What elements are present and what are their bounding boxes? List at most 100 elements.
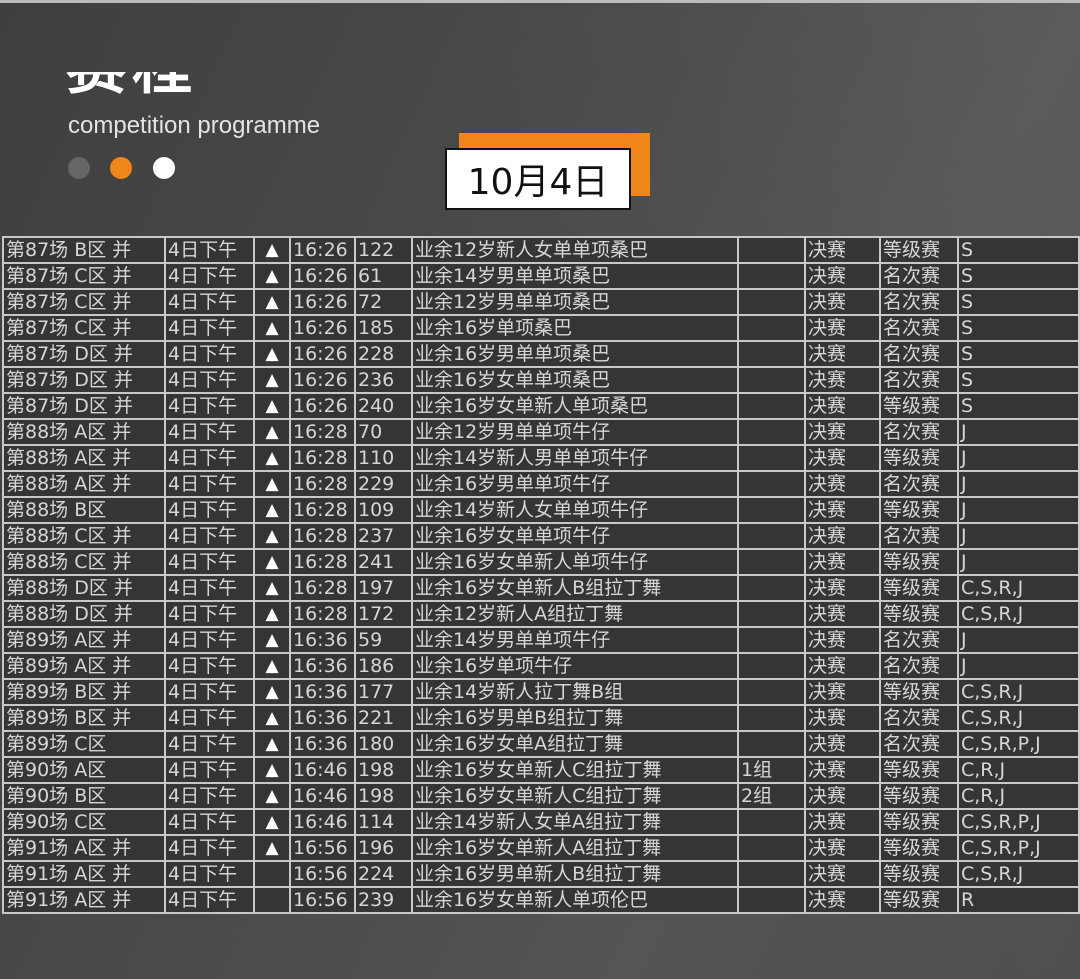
table-row: 第88场 C区 并 4日下午 ▲ 16:28 237 业余16岁女单单项牛仔 决赛 名次赛 J [2, 522, 1080, 550]
cell-dances: J [957, 548, 1080, 576]
table-row: 第87场 D区 并 4日下午 ▲ 16:26 236 业余16岁女单单项桑巴 决赛 名次赛 S [2, 366, 1080, 394]
cell-dances: S [957, 392, 1080, 420]
cell-number: 228 [354, 340, 413, 368]
cell-number: 239 [354, 886, 413, 914]
cell-marker: ▲ [253, 678, 291, 706]
cell-event: 业余16岁女单单项桑巴 [411, 366, 739, 394]
cell-time: 16:26 [289, 262, 356, 290]
cell-date: 4日下午 [164, 600, 255, 628]
cell-dances: C,S,R,J [957, 860, 1080, 888]
cell-dances: S [957, 366, 1080, 394]
cell-group [737, 886, 806, 914]
cell-round: 决赛 [804, 886, 881, 914]
cell-round: 决赛 [804, 626, 881, 654]
cell-round: 决赛 [804, 340, 881, 368]
cell-dances: C,S,R,J [957, 678, 1080, 706]
cell-date: 4日下午 [164, 366, 255, 394]
cell-marker: ▲ [253, 366, 291, 394]
cell-date: 4日下午 [164, 392, 255, 420]
cell-session: 第91场 A区 并 [2, 834, 166, 862]
table-row: 第87场 D区 并 4日下午 ▲ 16:26 228 业余16岁男单单项桑巴 决赛 名次赛 S [2, 340, 1080, 368]
cell-group [737, 288, 806, 316]
page-dot-3 [153, 157, 175, 179]
table-row: 第88场 D区 并 4日下午 ▲ 16:28 197 业余16岁女单新人B组拉丁舞 决赛 等级… [2, 574, 1080, 602]
cell-event: 业余16岁女单A组拉丁舞 [411, 730, 739, 758]
cell-round: 决赛 [804, 756, 881, 784]
table-row: 第88场 D区 并 4日下午 ▲ 16:28 172 业余12岁新人A组拉丁舞 决赛 等级赛 C… [2, 600, 1080, 628]
cell-type: 等级赛 [879, 834, 959, 862]
cell-type: 名次赛 [879, 418, 959, 446]
cell-dances: C,R,J [957, 782, 1080, 810]
cell-marker: ▲ [253, 470, 291, 498]
cell-type: 等级赛 [879, 496, 959, 524]
table-row: 第88场 A区 并 4日下午 ▲ 16:28 110 业余14岁新人男单单项牛仔 决赛 等级赛… [2, 444, 1080, 472]
cell-type: 等级赛 [879, 678, 959, 706]
cell-dances: C,S,R,J [957, 600, 1080, 628]
cell-group [737, 236, 806, 264]
cell-date: 4日下午 [164, 730, 255, 758]
cell-number: 237 [354, 522, 413, 550]
cell-event: 业余12岁新人女单单项桑巴 [411, 236, 739, 264]
cell-dances: J [957, 652, 1080, 680]
cell-number: 172 [354, 600, 413, 628]
cell-dances: C,S,R,P,J [957, 730, 1080, 758]
cell-event: 业余16岁男单新人B组拉丁舞 [411, 860, 739, 888]
cell-time: 16:46 [289, 756, 356, 784]
table-row: 第89场 C区 4日下午 ▲ 16:36 180 业余16岁女单A组拉丁舞 决赛 名次赛 C,S… [2, 730, 1080, 758]
table-row: 第89场 A区 并 4日下午 ▲ 16:36 59 业余14岁男单单项牛仔 决赛 名次赛 J [2, 626, 1080, 654]
cell-time: 16:56 [289, 860, 356, 888]
cell-dances: S [957, 340, 1080, 368]
cell-date: 4日下午 [164, 522, 255, 550]
cell-marker [253, 860, 291, 888]
cell-number: 70 [354, 418, 413, 446]
cell-date: 4日下午 [164, 860, 255, 888]
cell-time: 16:56 [289, 834, 356, 862]
cell-group [737, 808, 806, 836]
cell-group [737, 730, 806, 758]
cell-date: 4日下午 [164, 548, 255, 576]
cell-session: 第88场 C区 并 [2, 548, 166, 576]
cell-time: 16:36 [289, 652, 356, 680]
cell-event: 业余16岁女单新人C组拉丁舞 [411, 756, 739, 784]
cell-time: 16:46 [289, 782, 356, 810]
cell-type: 名次赛 [879, 652, 959, 680]
cell-type: 等级赛 [879, 860, 959, 888]
cell-dances: C,S,R,J [957, 704, 1080, 732]
cell-marker: ▲ [253, 496, 291, 524]
cell-group [737, 834, 806, 862]
cell-round: 决赛 [804, 288, 881, 316]
cell-session: 第88场 D区 并 [2, 574, 166, 602]
cell-time: 16:28 [289, 418, 356, 446]
cell-session: 第88场 C区 并 [2, 522, 166, 550]
cell-date: 4日下午 [164, 444, 255, 472]
cell-time: 16:28 [289, 600, 356, 628]
cell-marker: ▲ [253, 808, 291, 836]
cell-marker: ▲ [253, 730, 291, 758]
cell-marker: ▲ [253, 340, 291, 368]
cell-type: 等级赛 [879, 756, 959, 784]
cell-group [737, 652, 806, 680]
cell-event: 业余16岁男单单项桑巴 [411, 340, 739, 368]
cell-group [737, 678, 806, 706]
cell-type: 名次赛 [879, 314, 959, 342]
cell-time: 16:26 [289, 314, 356, 342]
cell-event: 业余16岁男单单项牛仔 [411, 470, 739, 498]
table-row: 第87场 D区 并 4日下午 ▲ 16:26 240 业余16岁女单新人单项桑巴 决赛 等级赛… [2, 392, 1080, 420]
cell-event: 业余16岁女单新人B组拉丁舞 [411, 574, 739, 602]
cell-event: 业余12岁男单单项牛仔 [411, 418, 739, 446]
cell-round: 决赛 [804, 548, 881, 576]
cell-session: 第87场 B区 并 [2, 236, 166, 264]
cell-group [737, 314, 806, 342]
cell-session: 第87场 C区 并 [2, 262, 166, 290]
cell-number: 198 [354, 756, 413, 784]
table-row: 第88场 C区 并 4日下午 ▲ 16:28 241 业余16岁女单新人单项牛仔 决赛 等级赛… [2, 548, 1080, 576]
table-row: 第90场 B区 4日下午 ▲ 16:46 198 业余16岁女单新人C组拉丁舞 2组 决赛 等级… [2, 782, 1080, 810]
cell-marker: ▲ [253, 444, 291, 472]
cell-group [737, 860, 806, 888]
cell-number: 109 [354, 496, 413, 524]
cell-event: 业余14岁新人拉丁舞B组 [411, 678, 739, 706]
cell-time: 16:26 [289, 340, 356, 368]
cell-marker: ▲ [253, 522, 291, 550]
cell-dances: J [957, 444, 1080, 472]
cell-session: 第87场 D区 并 [2, 366, 166, 394]
